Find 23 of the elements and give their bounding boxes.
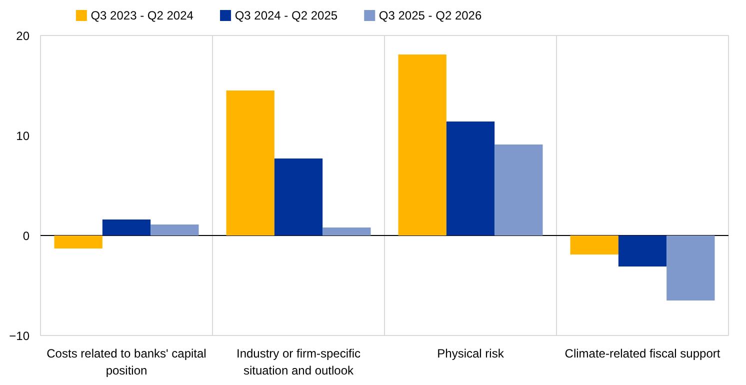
- y-tick-label: 10: [16, 129, 30, 143]
- bar: [398, 54, 446, 236]
- legend-label: Q3 2024 - Q2 2025: [234, 8, 338, 22]
- x-tick-label: Physical risk: [437, 346, 505, 360]
- legend-label: Q3 2025 - Q2 2026: [378, 8, 482, 22]
- bar: [570, 236, 618, 254]
- bar: [226, 90, 274, 236]
- bar: [446, 122, 495, 236]
- x-tick-label: Climate-related fiscal support: [564, 346, 721, 360]
- legend-label: Q3 2023 - Q2 2024: [90, 8, 194, 22]
- bar: [494, 144, 543, 236]
- y-tick-label: −10: [9, 329, 30, 343]
- bar: [54, 236, 102, 248]
- bar: [666, 236, 715, 300]
- x-tick-label: Industry or firm-specific situation and outlook: [236, 346, 361, 378]
- bar: [322, 228, 371, 236]
- x-tick-label: Costs related to banks' capital position: [46, 346, 206, 378]
- bar: [274, 158, 323, 236]
- bar: [102, 220, 151, 236]
- y-tick-label: 0: [22, 229, 30, 243]
- y-tick-label: 20: [16, 29, 30, 43]
- bar: [618, 236, 667, 266]
- bar: [150, 224, 199, 236]
